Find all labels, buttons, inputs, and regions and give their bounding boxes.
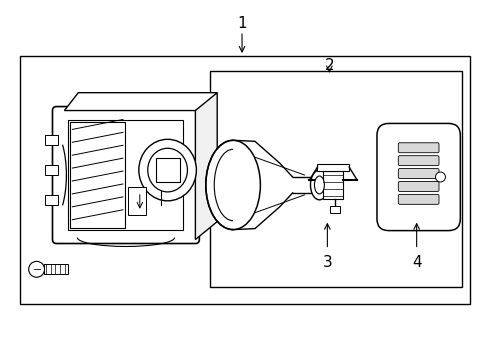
FancyBboxPatch shape	[398, 143, 439, 153]
Bar	[45, 195, 58, 205]
Ellipse shape	[206, 140, 260, 230]
Ellipse shape	[148, 148, 188, 192]
FancyBboxPatch shape	[398, 156, 439, 166]
Ellipse shape	[315, 176, 324, 194]
Bar	[20, 56, 470, 304]
Bar	[323, 171, 343, 199]
Circle shape	[29, 261, 45, 277]
Ellipse shape	[311, 170, 328, 200]
Bar	[318, 164, 349, 171]
Bar	[71, 122, 125, 228]
Bar	[45, 135, 58, 145]
Text: 3: 3	[322, 255, 332, 270]
Bar	[44, 264, 69, 274]
FancyBboxPatch shape	[52, 107, 199, 243]
Text: 1: 1	[237, 16, 247, 31]
Bar	[156, 158, 179, 182]
FancyBboxPatch shape	[377, 123, 460, 231]
Bar	[45, 165, 58, 175]
Text: 4: 4	[412, 255, 421, 270]
FancyBboxPatch shape	[398, 181, 439, 192]
Bar	[210, 71, 462, 287]
Polygon shape	[64, 93, 217, 111]
Bar	[128, 187, 146, 215]
Polygon shape	[196, 93, 217, 239]
Circle shape	[436, 172, 445, 182]
FancyBboxPatch shape	[398, 168, 439, 179]
Ellipse shape	[139, 139, 196, 201]
Text: 2: 2	[324, 58, 334, 73]
FancyBboxPatch shape	[398, 194, 439, 204]
Bar	[330, 206, 340, 213]
Bar	[69, 121, 183, 230]
